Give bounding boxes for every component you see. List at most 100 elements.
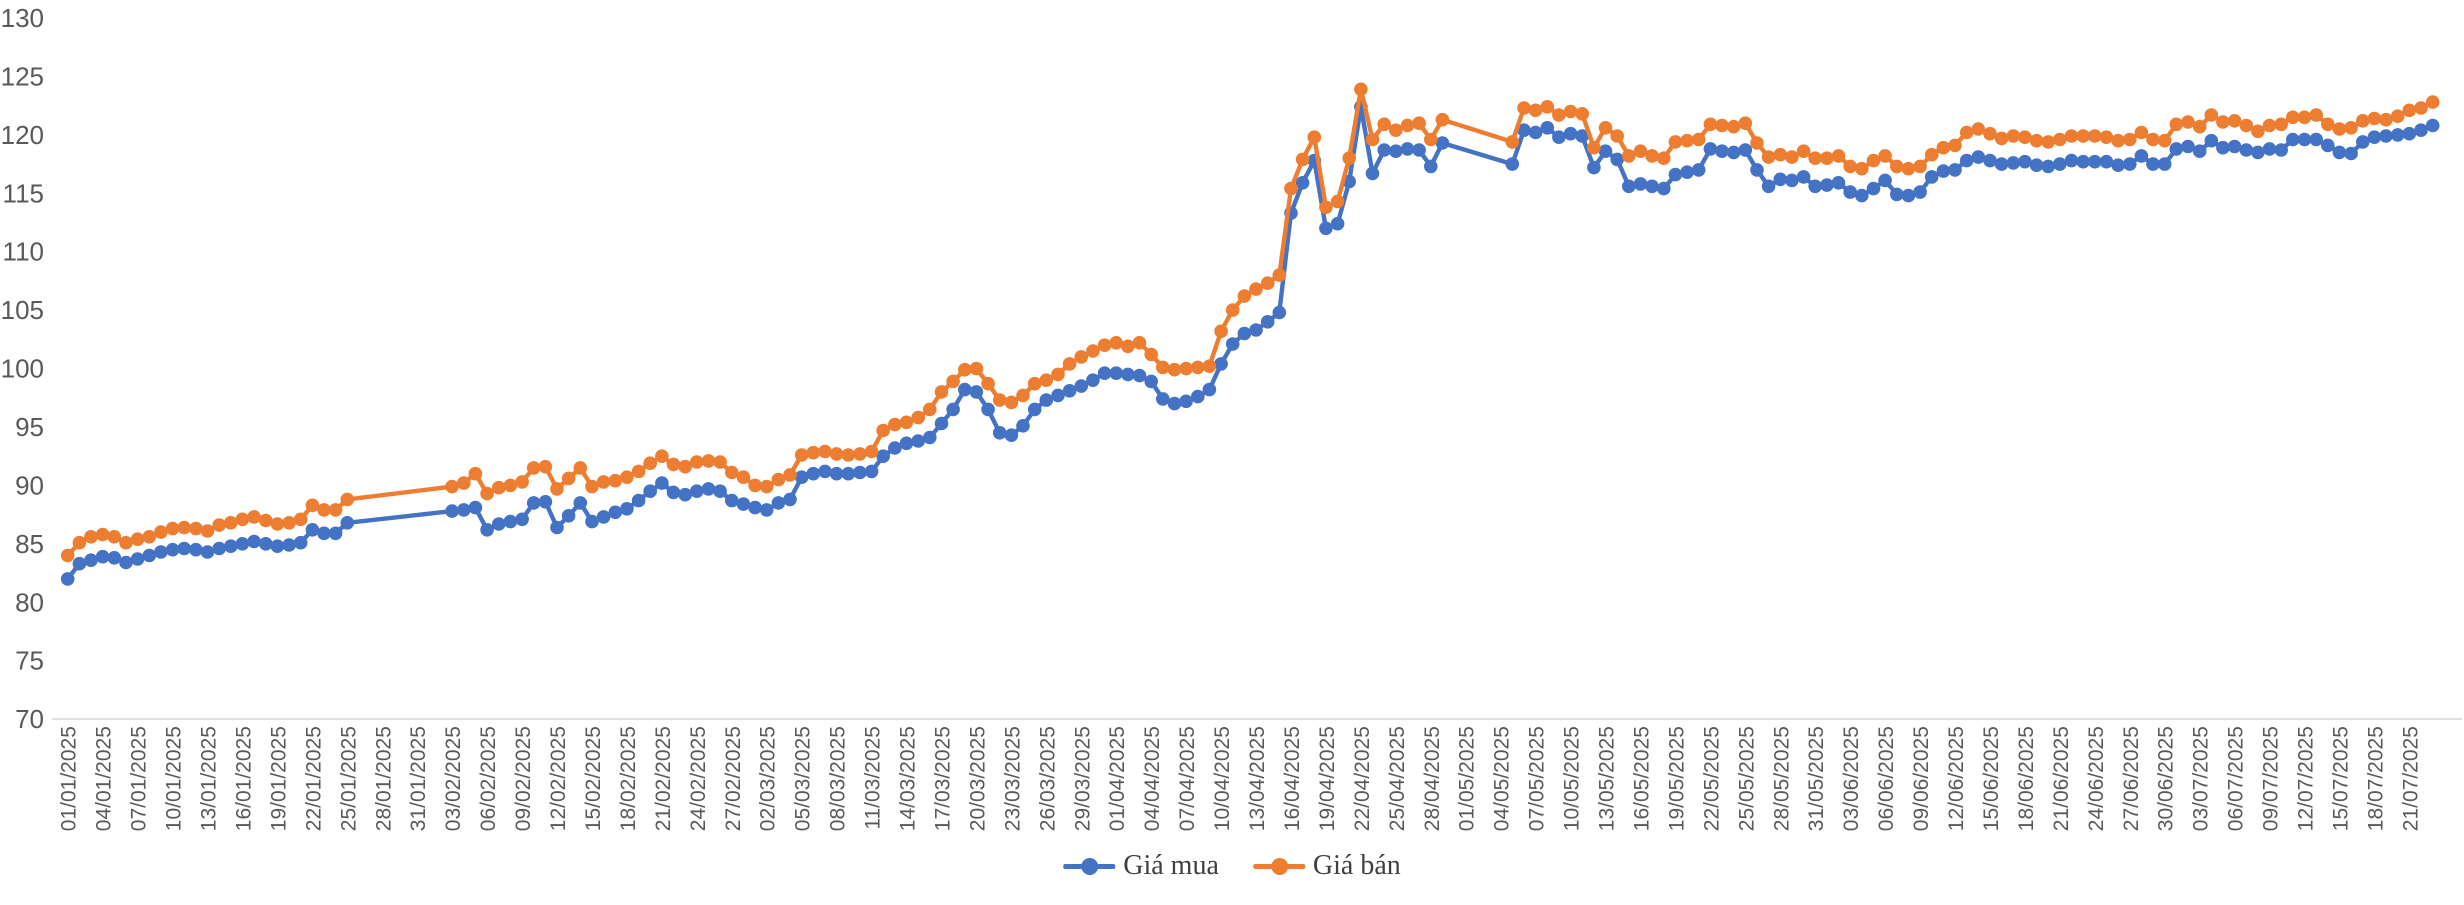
data-point-marker-1 [1377, 117, 1391, 132]
x-axis-tick-label: 24/06/2025 [2085, 726, 2108, 831]
x-axis-tick-label: 17/03/2025 [931, 726, 954, 831]
x-axis-tick-label: 06/02/2025 [477, 726, 500, 831]
data-point-marker-0 [235, 537, 250, 551]
data-point-marker-0 [2181, 139, 2195, 154]
data-point-marker-0 [620, 502, 634, 516]
data-point-marker-1 [2018, 130, 2032, 144]
data-point-marker-1 [934, 385, 949, 399]
data-point-marker-0 [2262, 142, 2277, 156]
data-point-marker-1 [119, 535, 133, 550]
x-axis-tick-label: 03/07/2025 [2190, 726, 2213, 831]
data-point-marker-1 [177, 520, 191, 535]
data-point-marker-1 [2216, 115, 2230, 129]
data-point-marker-0 [317, 526, 331, 541]
data-point-marker-0 [1214, 357, 1228, 371]
x-axis-tick-label: 10/04/2025 [1211, 726, 1234, 831]
data-point-marker-0 [596, 510, 611, 524]
y-axis-tick-label: 115 [3, 178, 44, 208]
data-point-marker-1 [1936, 140, 1951, 155]
data-point-marker-0 [130, 552, 145, 566]
data-point-marker-0 [655, 476, 669, 490]
data-point-marker-1 [1342, 151, 1356, 165]
data-point-marker-0 [1179, 394, 1193, 409]
data-point-marker-0 [1994, 157, 2009, 171]
data-point-marker-1 [305, 498, 320, 513]
data-point-marker-1 [1389, 123, 1403, 137]
data-point-marker-0 [992, 426, 1007, 440]
data-point-marker-0 [107, 551, 122, 565]
x-axis-tick-label: 10/01/2025 [163, 726, 186, 831]
data-point-marker-1 [713, 455, 727, 469]
data-point-marker-1 [818, 444, 832, 459]
x-axis-tick-label: 21/07/2025 [2399, 726, 2422, 831]
data-point-marker-0 [177, 541, 191, 556]
data-point-marker-0 [1855, 188, 1869, 203]
data-point-marker-1 [1552, 108, 1566, 122]
data-point-marker-1 [2390, 109, 2405, 123]
data-point-marker-0 [1983, 153, 1997, 168]
data-point-marker-1 [1260, 276, 1275, 291]
x-axis-tick-label: 09/07/2025 [2260, 726, 2283, 831]
data-point-marker-1 [2321, 117, 2335, 132]
data-point-marker-1 [1785, 150, 1799, 164]
data-point-marker-1 [1284, 181, 1298, 196]
data-point-marker-0 [1936, 164, 1951, 178]
data-point-marker-0 [200, 545, 215, 559]
x-axis-tick-label: 22/05/2025 [1700, 726, 1723, 831]
data-point-marker-0 [60, 572, 75, 586]
data-point-marker-0 [923, 430, 937, 445]
data-point-marker-1 [2134, 125, 2149, 140]
data-point-marker-1 [2099, 130, 2114, 144]
data-point-marker-1 [1750, 136, 1764, 150]
data-point-marker-0 [2064, 153, 2079, 168]
data-point-marker-1 [1249, 282, 1263, 296]
x-axis-tick-label: 07/05/2025 [1526, 726, 1549, 831]
data-point-marker-0 [2146, 157, 2160, 171]
data-point-marker-0 [119, 555, 133, 570]
x-axis-tick-label: 18/07/2025 [2364, 726, 2387, 831]
data-point-marker-1 [1971, 122, 1986, 136]
x-axis-tick-label: 19/01/2025 [267, 726, 290, 831]
data-point-marker-1 [270, 517, 285, 531]
data-point-marker-1 [1191, 360, 1205, 375]
data-point-marker-0 [1249, 323, 1263, 337]
data-point-marker-1 [224, 516, 238, 530]
data-point-marker-0 [853, 465, 867, 480]
data-point-marker-0 [165, 542, 180, 557]
data-point-marker-1 [2402, 103, 2417, 118]
data-point-marker-0 [701, 482, 716, 496]
data-point-marker-1 [2076, 129, 2090, 143]
data-point-marker-0 [1435, 136, 1450, 150]
data-point-marker-0 [864, 464, 879, 479]
data-point-marker-0 [2344, 146, 2358, 161]
data-point-marker-0 [841, 466, 856, 481]
x-axis-tick-label: 31/05/2025 [1805, 726, 1828, 831]
y-axis-tick-label: 85 [15, 529, 44, 559]
data-point-marker-0 [538, 495, 553, 509]
data-point-marker-0 [748, 500, 762, 515]
data-point-marker-1 [643, 456, 657, 471]
data-point-marker-0 [573, 496, 588, 510]
data-point-marker-1 [1330, 194, 1345, 209]
data-point-marker-1 [492, 480, 506, 495]
y-axis-tick-label: 75 [15, 646, 44, 676]
x-axis-tick-label: 12/02/2025 [547, 726, 570, 831]
data-point-marker-0 [2425, 118, 2440, 133]
data-point-marker-1 [1062, 357, 1077, 371]
data-point-marker-1 [1016, 388, 1030, 403]
data-point-marker-1 [1820, 151, 1834, 165]
data-point-marker-1 [2192, 119, 2207, 134]
data-point-marker-1 [2146, 132, 2160, 147]
data-point-marker-0 [888, 441, 902, 455]
data-point-marker-1 [1587, 140, 1601, 155]
data-point-marker-0 [981, 402, 995, 417]
x-axis-tick-label: 19/05/2025 [1665, 726, 1688, 831]
data-point-marker-0 [2402, 126, 2417, 141]
data-point-marker-1 [293, 512, 308, 527]
data-point-marker-0 [1680, 165, 1694, 179]
x-axis-tick-label: 18/02/2025 [617, 726, 640, 831]
data-point-marker-0 [1598, 144, 1613, 158]
data-point-marker-0 [678, 487, 692, 502]
data-point-marker-1 [2274, 117, 2288, 132]
data-point-marker-0 [259, 537, 273, 551]
